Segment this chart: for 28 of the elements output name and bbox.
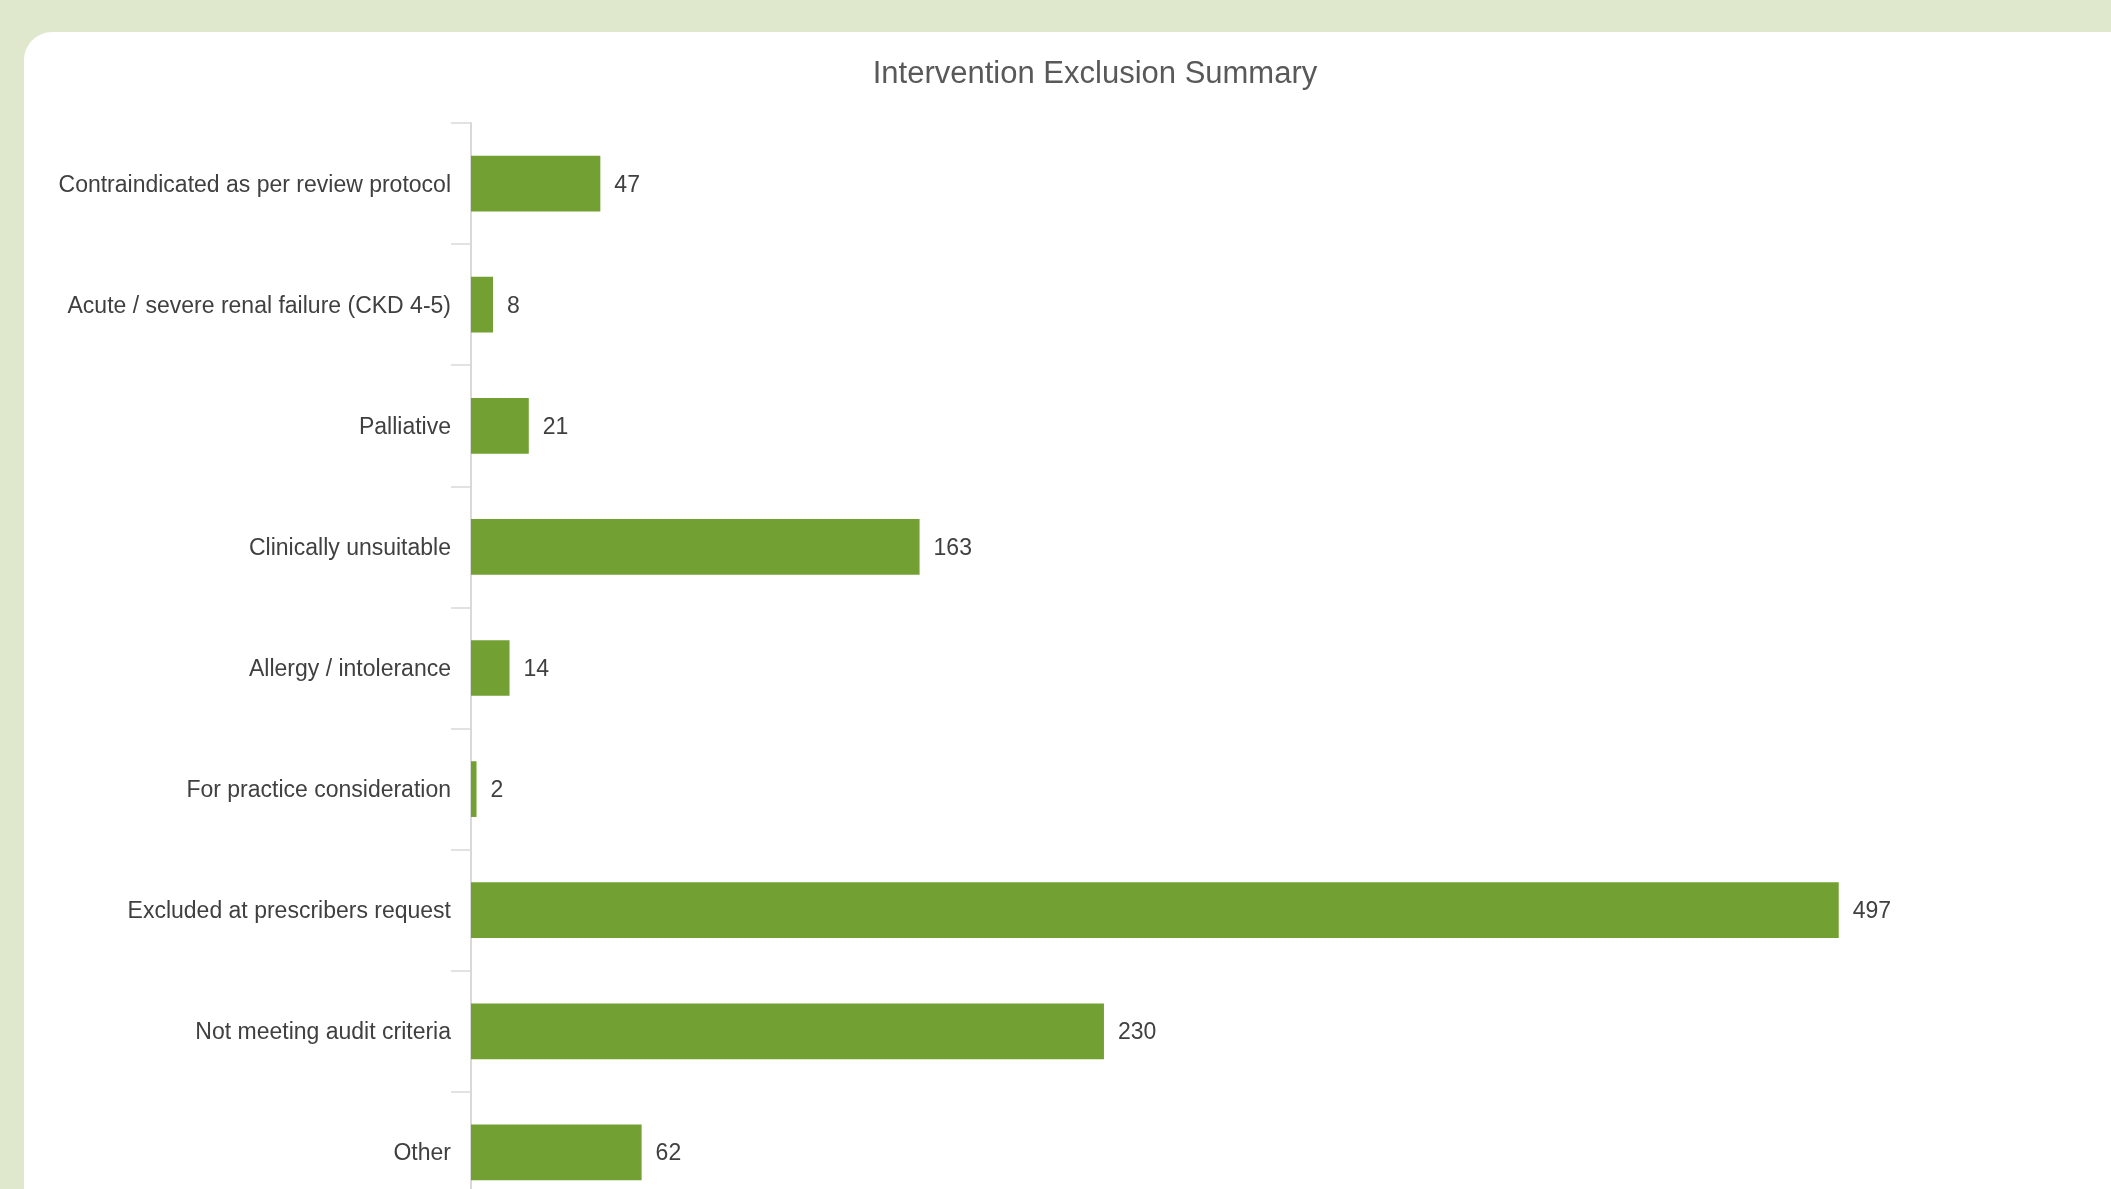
data-label: 163 (933, 533, 972, 560)
chart-title: Intervention Exclusion Summary (872, 55, 1318, 90)
y-tick-label: For practice consideration (186, 776, 451, 803)
data-label: 47 (614, 170, 640, 197)
y-tick-label: Acute / severe renal failure (CKD 4-5) (67, 291, 451, 318)
bar (471, 519, 920, 575)
y-tick-label: Not meeting audit criteria (195, 1018, 452, 1045)
y-tick-label: Other (393, 1139, 452, 1166)
bar (471, 761, 477, 817)
data-label: 62 (655, 1139, 682, 1166)
y-tick-label: Clinically unsuitable (249, 533, 451, 560)
y-tick-label: Excluded at prescribers request (127, 897, 452, 924)
data-label: 21 (542, 412, 569, 439)
data-label: 8 (507, 291, 520, 318)
bar (471, 882, 1839, 939)
bar (471, 276, 494, 333)
bar (471, 1124, 642, 1181)
data-label: 230 (1117, 1018, 1157, 1045)
y-tick-label: Contraindicated as per review protocol (58, 170, 451, 197)
data-label: 14 (523, 655, 550, 681)
data-label: 2 (490, 776, 504, 803)
bar (471, 397, 529, 454)
y-tick-label: Palliative (358, 412, 451, 439)
bar (471, 640, 510, 696)
bar (471, 155, 601, 212)
bar (471, 1003, 1104, 1060)
y-tick-label: Allergy / intolerance (249, 655, 451, 681)
data-label: 497 (1852, 897, 1892, 924)
